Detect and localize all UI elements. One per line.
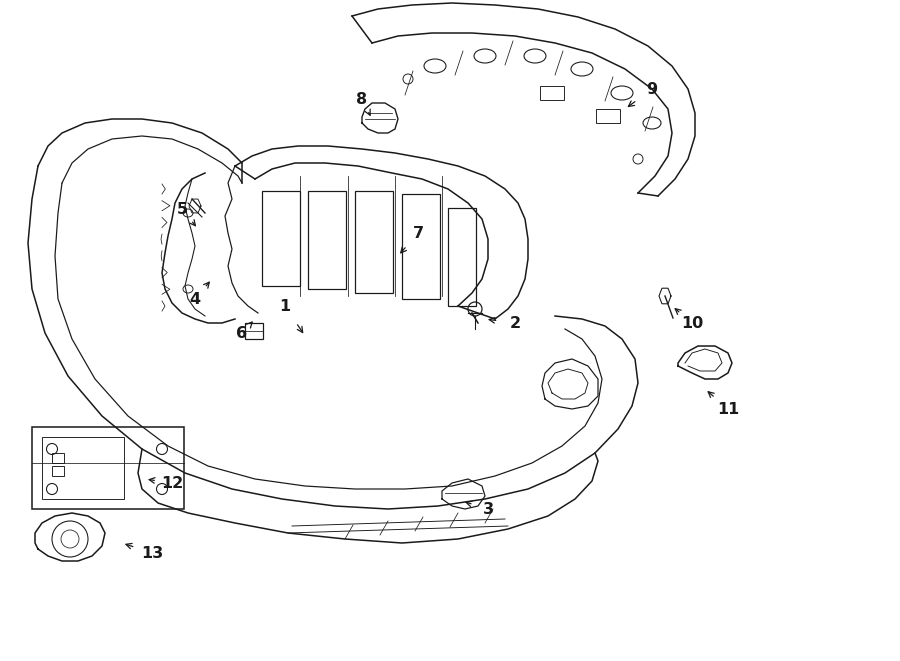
Bar <box>448 208 476 306</box>
Text: 7: 7 <box>412 225 424 241</box>
Text: 8: 8 <box>356 91 367 106</box>
Text: 6: 6 <box>237 325 248 340</box>
Text: 12: 12 <box>161 475 183 490</box>
Bar <box>52 453 64 463</box>
Bar <box>355 191 393 293</box>
Text: 10: 10 <box>681 315 703 330</box>
Bar <box>596 109 620 123</box>
Text: 1: 1 <box>279 299 291 313</box>
Text: 4: 4 <box>189 292 201 307</box>
Bar <box>42 437 124 499</box>
Bar <box>32 427 184 509</box>
Bar <box>245 323 263 339</box>
Bar <box>402 194 440 299</box>
Text: 3: 3 <box>482 502 493 516</box>
Text: 9: 9 <box>646 81 658 97</box>
Text: 2: 2 <box>509 315 520 330</box>
Text: 5: 5 <box>176 202 187 217</box>
Bar <box>52 466 64 476</box>
Text: 11: 11 <box>717 401 739 416</box>
Bar <box>262 191 300 286</box>
Text: 13: 13 <box>141 545 163 561</box>
Bar <box>540 86 564 100</box>
Bar <box>308 191 346 289</box>
